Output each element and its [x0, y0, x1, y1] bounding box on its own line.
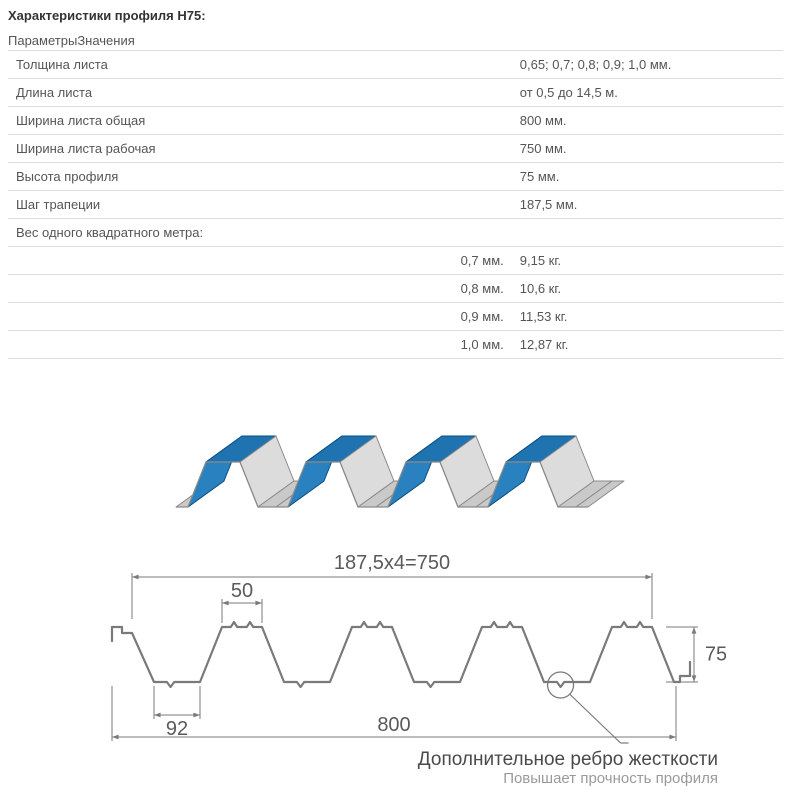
table-row: Длина листаот 0,5 до 14,5 м. — [8, 79, 783, 107]
cell-value: 187,5 мм. — [512, 191, 783, 219]
specs-table: Толщина листа0,65; 0,7; 0,8; 0,9; 1,0 мм… — [8, 50, 783, 359]
table-row: Ширина листа рабочая750 мм. — [8, 135, 783, 163]
cell-param: Длина листа — [8, 79, 512, 107]
table-row: Шаг трапеции187,5 мм. — [8, 191, 783, 219]
figures-area: 187,5x4=750509280075Дополнительное ребро… — [8, 377, 783, 787]
cell-thickness: 0,8 мм. — [8, 275, 512, 303]
cell-weight: 10,6 кг. — [512, 275, 783, 303]
cell-param: Высота профиля — [8, 163, 512, 191]
table-row: Толщина листа0,65; 0,7; 0,8; 0,9; 1,0 мм… — [8, 51, 783, 79]
col-header-param: Параметры — [8, 33, 77, 48]
table-row: 1,0 мм.12,87 кг. — [8, 331, 783, 359]
cell-thickness: 1,0 мм. — [8, 331, 512, 359]
svg-text:75: 75 — [704, 644, 725, 666]
svg-text:Дополнительное ребро жесткости: Дополнительное ребро жесткости — [417, 749, 717, 770]
cell-value: 75 мм. — [512, 163, 783, 191]
table-row: 0,9 мм.11,53 кг. — [8, 303, 783, 331]
table-row: Высота профиля75 мм. — [8, 163, 783, 191]
cell-value: 0,65; 0,7; 0,8; 0,9; 1,0 мм. — [512, 51, 783, 79]
cell-weight: 12,87 кг. — [512, 331, 783, 359]
cell-param: Шаг трапеции — [8, 191, 512, 219]
col-header-value: Значения — [77, 33, 134, 48]
cell-weight: 9,15 кг. — [512, 247, 783, 275]
profile-cross-section-diagram: 187,5x4=750509280075Дополнительное ребро… — [66, 537, 726, 787]
cell-thickness: 0,7 мм. — [8, 247, 512, 275]
table-column-headers: ПараметрыЗначения — [8, 33, 783, 48]
cell-value: 750 мм. — [512, 135, 783, 163]
cell-weight-header: Вес одного квадратного метра: — [8, 219, 783, 247]
page-title: Характеристики профиля Н75: — [8, 8, 783, 23]
table-row: 0,8 мм.10,6 кг. — [8, 275, 783, 303]
cell-param: Ширина листа рабочая — [8, 135, 512, 163]
svg-text:800: 800 — [377, 714, 410, 736]
table-row: Вес одного квадратного метра: — [8, 219, 783, 247]
cell-value: 800 мм. — [512, 107, 783, 135]
svg-text:187,5x4=750: 187,5x4=750 — [333, 552, 449, 574]
cell-weight: 11,53 кг. — [512, 303, 783, 331]
cell-thickness: 0,9 мм. — [8, 303, 512, 331]
table-row: Ширина листа общая800 мм. — [8, 107, 783, 135]
table-row: 0,7 мм.9,15 кг. — [8, 247, 783, 275]
cell-param: Ширина листа общая — [8, 107, 512, 135]
svg-text:Повышает прочность профиля: Повышает прочность профиля — [503, 770, 718, 787]
profile-3d-render — [146, 377, 646, 537]
cell-param: Толщина листа — [8, 51, 512, 79]
cell-value: от 0,5 до 14,5 м. — [512, 79, 783, 107]
svg-text:50: 50 — [230, 580, 252, 602]
